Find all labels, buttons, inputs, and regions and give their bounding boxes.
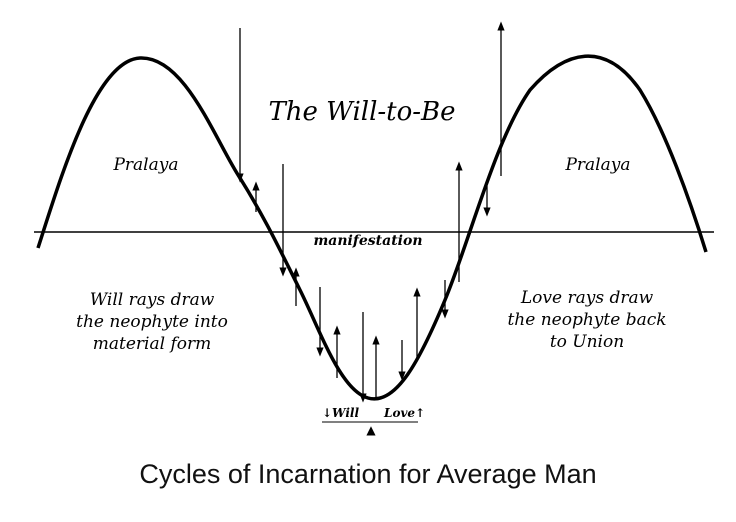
- right-description: Love rays draw the neophyte back to Unio…: [507, 288, 666, 352]
- left-description-line-3: material form: [93, 334, 211, 354]
- diagram-title: The Will-to-Be: [268, 97, 455, 127]
- incarnation-cycle-curve: [36, 54, 708, 401]
- right-description-line-3: to Union: [550, 332, 624, 352]
- left-peak-label: Pralaya: [112, 155, 178, 175]
- right-peak-label: Pralaya: [564, 155, 630, 175]
- axis-label: manifestation: [313, 233, 422, 249]
- pointer-triangle-icon: ▲: [366, 423, 376, 437]
- will-ray-arrows: [236, 28, 491, 403]
- left-description-line-2: the neophyte into: [76, 312, 228, 332]
- will-bottom-label: ↓Will: [322, 406, 359, 420]
- right-description-line-2: the neophyte back: [507, 310, 666, 330]
- left-description: Will rays draw the neophyte into materia…: [76, 290, 228, 354]
- left-description-line-1: Will rays draw: [90, 290, 215, 310]
- love-bottom-label: Love↑: [383, 406, 425, 420]
- right-description-line-1: Love rays draw: [520, 288, 654, 308]
- love-ray-arrows: [252, 21, 505, 398]
- figure-caption: Cycles of Incarnation for Average Man: [139, 459, 596, 489]
